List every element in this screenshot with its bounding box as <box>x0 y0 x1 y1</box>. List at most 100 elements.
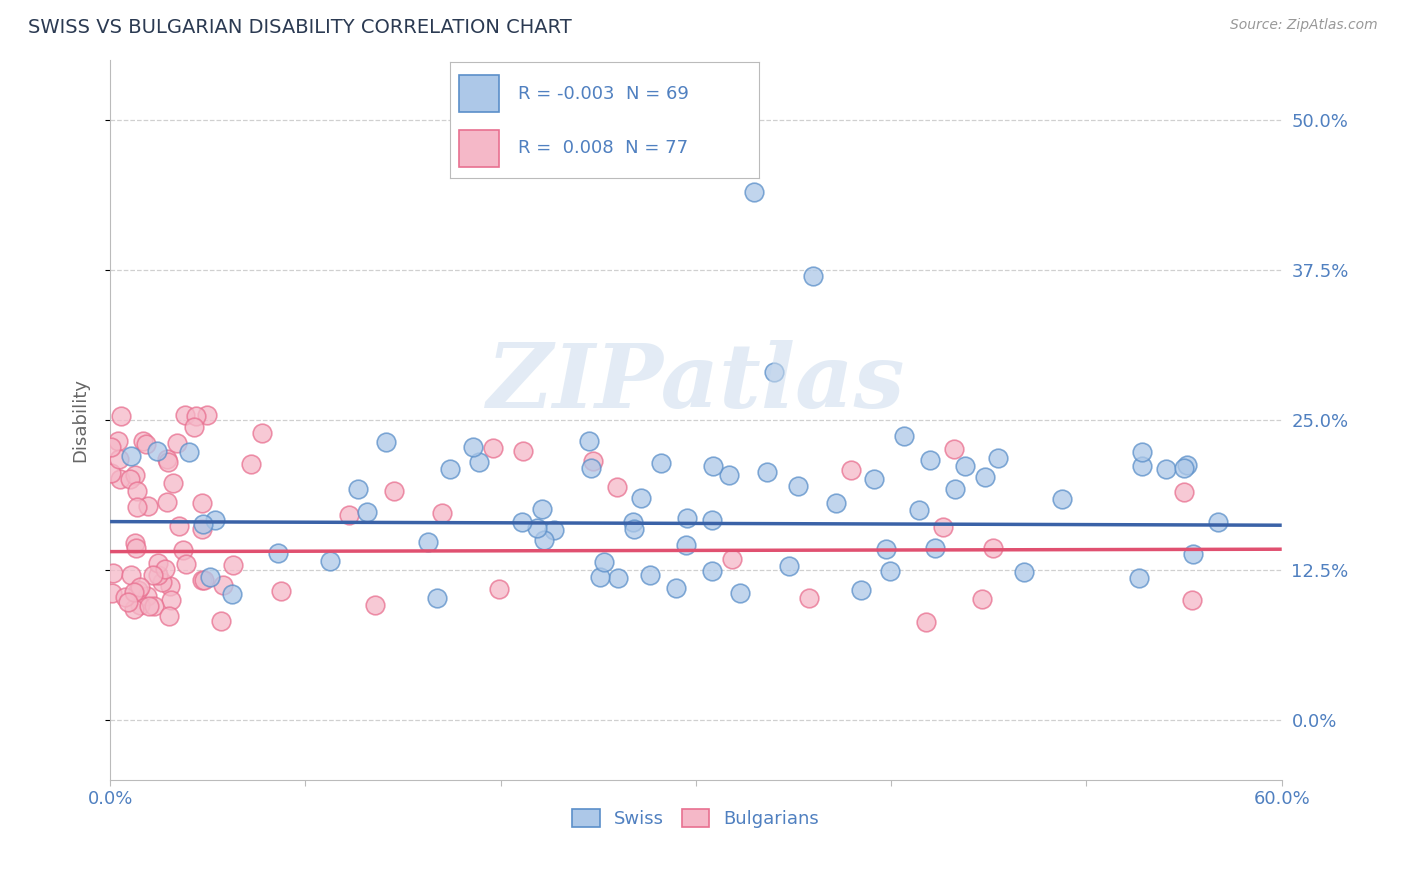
Point <box>530 501 553 516</box>
Point <box>482 442 505 456</box>
Y-axis label: Disability: Disability <box>72 377 89 461</box>
Point <box>915 615 938 629</box>
Point <box>212 578 235 592</box>
Point <box>124 467 146 482</box>
Point <box>1130 445 1153 459</box>
Point <box>578 434 600 449</box>
Point <box>920 453 942 467</box>
Point <box>721 552 744 566</box>
Point <box>209 614 232 628</box>
Point <box>606 571 628 585</box>
Point <box>346 482 368 496</box>
Point <box>1206 515 1229 529</box>
Point <box>875 542 897 557</box>
Point <box>198 569 221 583</box>
Text: Source: ZipAtlas.com: Source: ZipAtlas.com <box>1230 18 1378 32</box>
Point <box>512 443 534 458</box>
Point <box>146 556 169 570</box>
Point <box>142 567 165 582</box>
Point <box>150 574 173 589</box>
Point <box>337 508 360 523</box>
Point <box>1181 593 1204 607</box>
Point <box>675 538 697 552</box>
Point <box>702 513 724 527</box>
Point <box>114 590 136 604</box>
Point <box>108 452 131 467</box>
Point <box>193 573 215 587</box>
Point <box>755 465 778 479</box>
Point <box>543 523 565 537</box>
Point <box>120 568 142 582</box>
Point <box>146 443 169 458</box>
Point <box>801 268 824 283</box>
Point <box>488 582 510 596</box>
Point <box>157 455 180 469</box>
Point <box>987 451 1010 466</box>
Point <box>191 517 214 532</box>
Point <box>717 467 740 482</box>
Point <box>763 365 786 379</box>
Point <box>593 555 616 569</box>
Point <box>1012 565 1035 579</box>
Point <box>863 472 886 486</box>
Point <box>676 511 699 525</box>
Point <box>426 591 449 606</box>
Point <box>799 591 821 606</box>
Point <box>623 522 645 536</box>
Point <box>125 500 148 514</box>
Text: R =  0.008  N = 77: R = 0.008 N = 77 <box>517 139 688 157</box>
Point <box>468 455 491 469</box>
Point <box>157 609 180 624</box>
Point <box>191 495 214 509</box>
Point <box>166 435 188 450</box>
Point <box>162 476 184 491</box>
Point <box>974 470 997 484</box>
Point <box>1154 462 1177 476</box>
Point <box>356 505 378 519</box>
Point <box>418 535 440 549</box>
Point <box>702 458 724 473</box>
Point <box>512 515 534 529</box>
Point <box>589 570 612 584</box>
Point <box>382 483 405 498</box>
Point <box>787 479 810 493</box>
Point <box>908 503 931 517</box>
Point <box>120 449 142 463</box>
Point <box>132 434 155 448</box>
Point <box>136 589 159 603</box>
Point <box>839 463 862 477</box>
Point <box>621 515 644 529</box>
Point <box>1052 491 1074 506</box>
Point <box>148 568 170 582</box>
Point <box>127 583 149 598</box>
Point <box>184 409 207 423</box>
Bar <box>460 75 499 112</box>
Point <box>195 408 218 422</box>
Point <box>778 559 800 574</box>
Point <box>924 541 946 555</box>
Point <box>374 434 396 449</box>
Point <box>252 425 274 440</box>
Point <box>893 429 915 443</box>
Point <box>159 579 181 593</box>
Point <box>221 587 243 601</box>
Point <box>176 557 198 571</box>
Point <box>191 522 214 536</box>
Point <box>981 541 1004 556</box>
Point <box>222 558 245 573</box>
Point <box>650 456 672 470</box>
Point <box>103 566 125 581</box>
Point <box>136 499 159 513</box>
Point <box>138 599 160 614</box>
Point <box>100 466 122 480</box>
Point <box>270 584 292 599</box>
Point <box>204 513 226 527</box>
Point <box>135 437 157 451</box>
Point <box>533 533 555 547</box>
Point <box>638 567 661 582</box>
Point <box>173 408 195 422</box>
Point <box>156 452 179 467</box>
Point <box>240 458 263 472</box>
Point <box>117 595 139 609</box>
Point <box>943 482 966 496</box>
